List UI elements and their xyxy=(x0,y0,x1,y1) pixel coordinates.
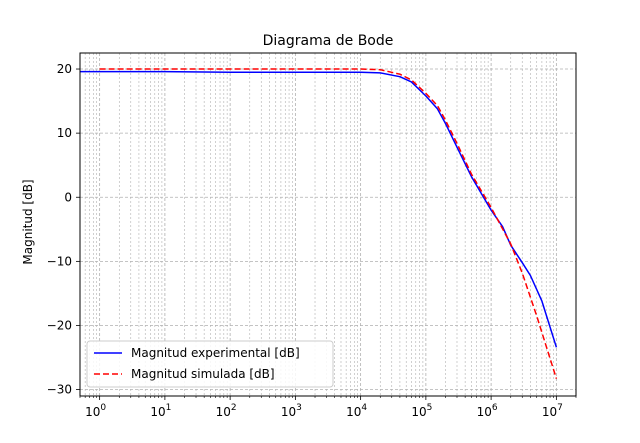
y-tick-label: 10 xyxy=(57,126,72,140)
legend-entry-label: Magnitud experimental [dB] xyxy=(131,346,300,360)
x-tick-label: 107 xyxy=(542,403,563,419)
series-line xyxy=(80,70,558,348)
y-axis-label: Magnitud [dB] xyxy=(21,179,35,264)
x-tick-label: 104 xyxy=(346,403,367,419)
x-tick-label: 100 xyxy=(85,403,106,419)
major-grid xyxy=(80,53,576,396)
legend-box xyxy=(86,340,334,388)
chart-title: Diagrama de Bode xyxy=(263,33,394,49)
series-layer xyxy=(80,68,558,379)
series-line xyxy=(99,68,558,379)
x-tick-label: 102 xyxy=(216,403,237,419)
x-tick-label: 106 xyxy=(477,403,498,419)
legend-entry-label: Magnitud simulada [dB] xyxy=(131,367,275,381)
x-tick-label: 103 xyxy=(281,403,302,419)
y-tick-label: −20 xyxy=(47,318,72,332)
y-tick-label: 20 xyxy=(57,62,72,76)
legend: Magnitud experimental [dB] Magnitud simul… xyxy=(86,340,334,388)
y-tick-label: −30 xyxy=(47,383,72,397)
x-tick-label: 101 xyxy=(150,403,171,419)
y-tick-label: 0 xyxy=(64,190,72,204)
y-tick-label: −10 xyxy=(47,254,72,268)
plot-frame xyxy=(79,52,577,397)
x-tick-label: 105 xyxy=(411,403,432,419)
minor-grid xyxy=(79,53,577,396)
